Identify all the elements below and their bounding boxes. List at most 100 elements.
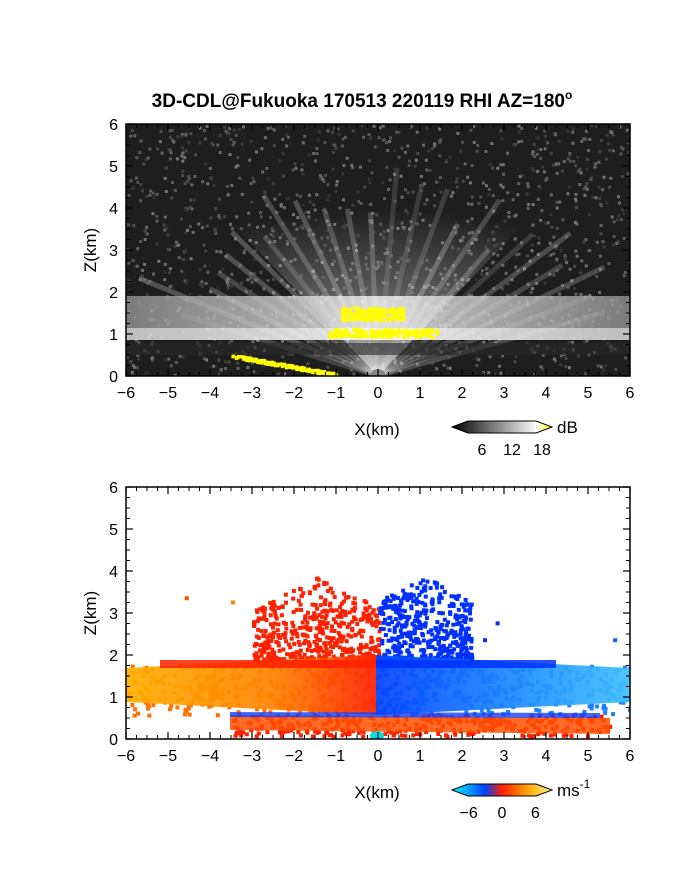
saturated-cell <box>404 333 408 337</box>
velocity-cell <box>318 645 323 650</box>
noise-cell <box>189 198 193 202</box>
noise-cell <box>151 341 155 345</box>
velocity-cell <box>336 637 341 642</box>
velocity-cell <box>397 613 402 618</box>
noise-cell <box>535 152 539 156</box>
noise-cell <box>487 187 491 191</box>
velocity-cell <box>375 618 380 623</box>
velocity-cell <box>264 640 269 645</box>
noise-cell <box>510 278 514 282</box>
saturated-cell <box>370 328 374 332</box>
noise-cell <box>228 127 232 131</box>
velocity-cell <box>390 593 395 598</box>
velocity-cell <box>406 592 411 597</box>
noise-cell <box>427 149 431 153</box>
velocity-cell <box>412 618 417 623</box>
noise-cell <box>156 147 160 151</box>
velocity-cell <box>298 648 303 653</box>
noise-cell <box>218 151 222 155</box>
noise-cell <box>457 340 461 344</box>
noise-cell <box>593 165 597 169</box>
saturated-cell <box>361 332 365 336</box>
noise-cell <box>130 129 134 133</box>
noise-cell <box>573 264 577 268</box>
velocity-cell <box>401 615 406 620</box>
velocity-cell <box>334 608 339 613</box>
noise-cell <box>389 136 393 140</box>
saturated-cell <box>384 319 388 323</box>
velocity-cell <box>458 636 463 641</box>
velocity-cell <box>445 646 450 651</box>
noise-cell <box>126 223 130 227</box>
noise-cell <box>499 129 503 133</box>
velocity-cell <box>327 603 332 608</box>
saturated-cell <box>361 318 365 322</box>
noise-cell <box>517 252 521 256</box>
noise-cell <box>529 290 533 294</box>
velocity-cell <box>423 624 428 629</box>
velocity-cell <box>256 635 261 640</box>
velocity-cell <box>385 597 390 602</box>
velocity-cell <box>552 732 557 737</box>
noise-cell <box>558 292 562 296</box>
y-tick-label: 5 <box>109 522 118 539</box>
noise-cell <box>187 175 191 179</box>
noise-cell <box>618 201 622 205</box>
velocity-cell <box>304 728 309 733</box>
noise-cell <box>554 359 558 363</box>
saturated-cell <box>371 316 375 320</box>
velocity-cell <box>276 643 281 648</box>
noise-cell <box>582 240 586 244</box>
saturated-cell <box>400 312 404 316</box>
noise-cell <box>520 241 524 245</box>
velocity-cell <box>449 594 454 599</box>
velocity-cell <box>341 646 346 651</box>
noise-cell <box>388 178 392 182</box>
saturated-cell <box>430 328 434 332</box>
saturated-cell <box>389 319 393 323</box>
noise-cell <box>209 290 213 294</box>
saturated-cell <box>289 364 293 368</box>
saturated-cell <box>355 327 359 331</box>
noise-cell <box>619 218 623 222</box>
noise-cell <box>517 140 521 144</box>
saturated-cell <box>299 366 303 370</box>
noise-cell <box>438 176 442 180</box>
noise-cell <box>233 237 237 241</box>
noise-cell <box>306 341 310 345</box>
velocity-cell <box>329 628 334 633</box>
velocity-cell <box>437 596 442 601</box>
saturated-cell <box>364 318 368 322</box>
velocity-cell <box>254 734 259 739</box>
velocity-cell <box>294 650 299 655</box>
saturated-cell <box>382 308 386 312</box>
saturated-cell <box>433 329 437 333</box>
saturated-cell <box>396 316 400 320</box>
saturated-cell <box>357 315 361 319</box>
saturated-cell <box>378 312 382 316</box>
saturated-cell <box>427 330 431 334</box>
saturated-cell <box>234 356 238 360</box>
saturated-cell <box>425 333 429 337</box>
velocity-cell <box>463 632 468 637</box>
velocity-cell <box>453 631 458 636</box>
velocity-cell <box>469 645 474 650</box>
noise-cell <box>483 293 487 297</box>
saturated-cell <box>353 306 357 310</box>
noise-cell <box>254 150 258 154</box>
saturated-cell <box>287 365 291 369</box>
saturated-cell <box>406 334 410 338</box>
noise-cell <box>475 149 479 153</box>
noise-cell <box>553 132 557 136</box>
velocity-cell <box>277 635 282 640</box>
velocity-cell <box>409 596 414 601</box>
velocity-cell <box>358 617 363 622</box>
velocity-cell <box>322 641 327 646</box>
noise-cell <box>224 255 228 259</box>
velocity-cell <box>468 605 473 610</box>
noise-cell <box>168 157 172 161</box>
noise-cell <box>198 294 202 298</box>
saturated-echoes <box>231 306 440 376</box>
saturated-cell <box>356 310 360 314</box>
noise-cell <box>281 152 285 156</box>
